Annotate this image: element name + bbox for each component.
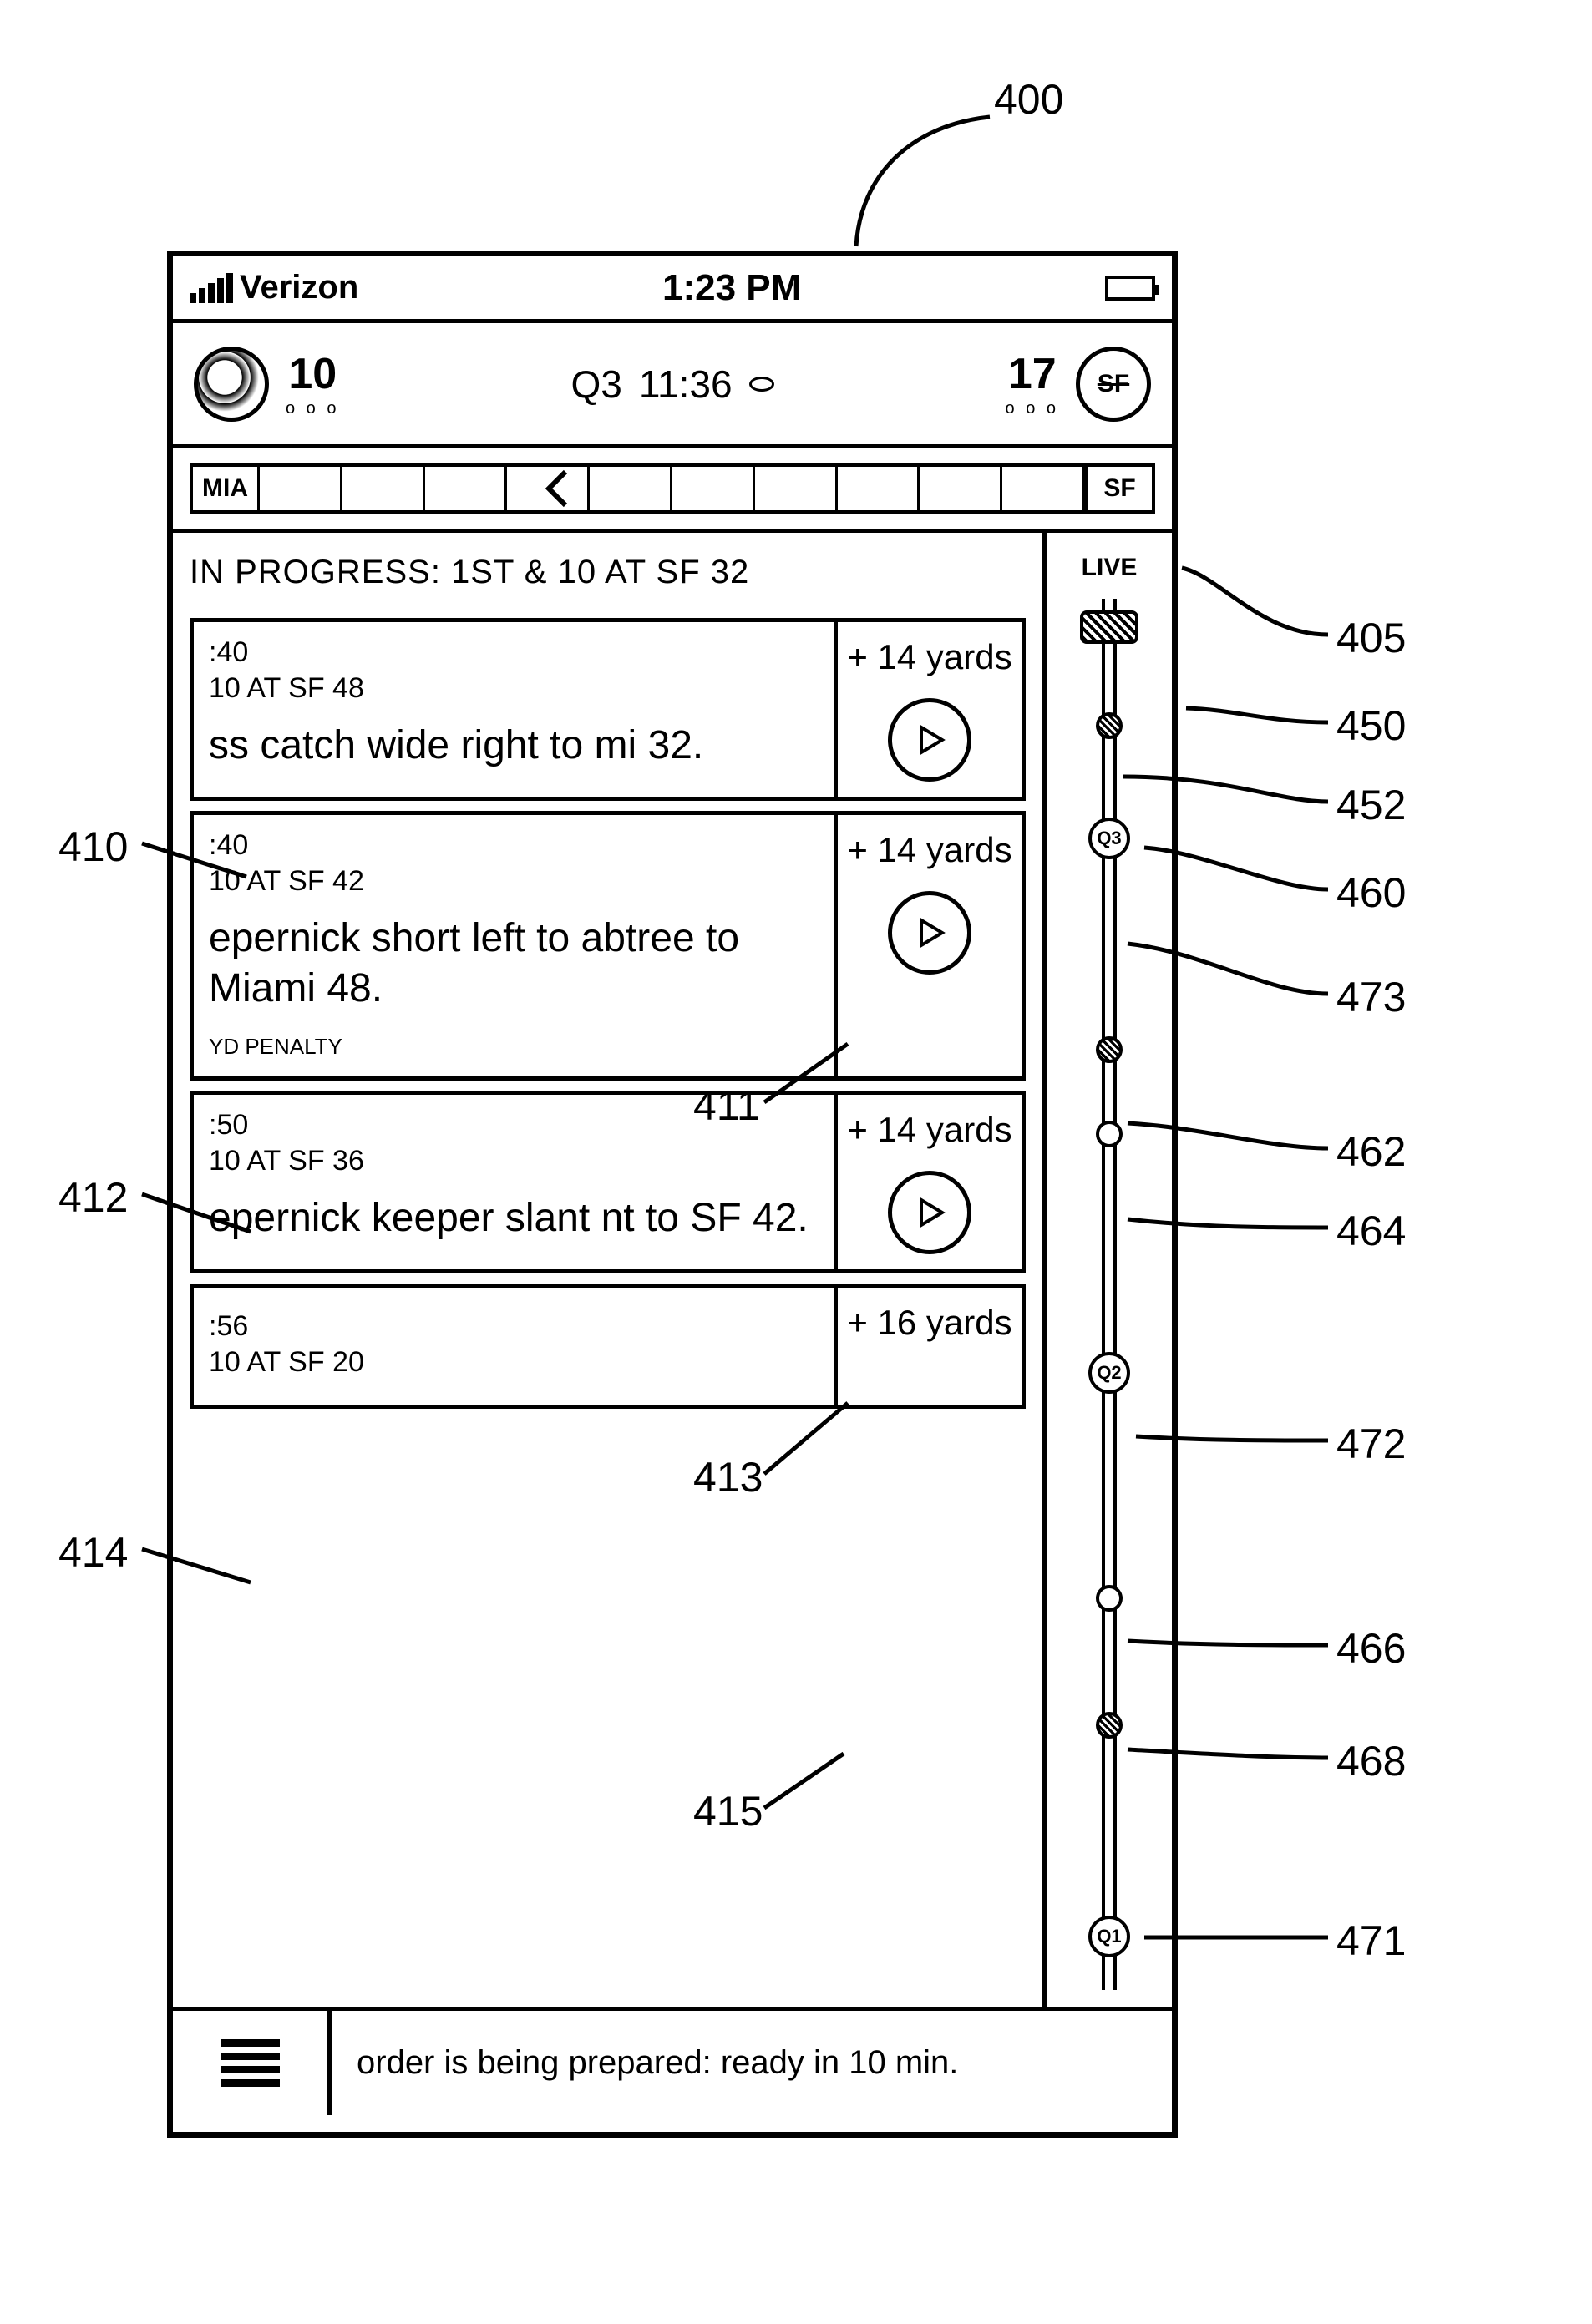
ref-462: 462: [1336, 1127, 1406, 1176]
team-logo-left: [194, 347, 269, 422]
menu-icon: [221, 2039, 280, 2087]
score-left: 10 o o o: [286, 349, 339, 418]
timeouts-right: o o o: [1006, 399, 1059, 418]
field-endzone-right: SF: [1085, 467, 1152, 510]
game-time: 11:36: [639, 362, 733, 407]
ref-452: 452: [1336, 781, 1406, 829]
play-gain: + 14 yards: [847, 637, 1011, 677]
ref-400: 400: [994, 75, 1063, 124]
play-card[interactable]: :40 10 AT SF 42 epernick short left to a…: [190, 811, 1026, 1081]
quarter-label: Q3: [570, 362, 621, 407]
play-card[interactable]: :40 10 AT SF 48 ss catch wide right to m…: [190, 618, 1026, 801]
play-meta: :40 10 AT SF 42: [209, 828, 819, 899]
play-icon: [913, 1196, 946, 1229]
timeline-quarter-marker[interactable]: Q2: [1088, 1352, 1130, 1394]
timeline-quarter-marker[interactable]: Q3: [1088, 818, 1130, 859]
play-video-button[interactable]: [888, 698, 971, 782]
clock-label: 1:23 PM: [358, 267, 1105, 309]
timeline-live-handle[interactable]: [1080, 610, 1138, 644]
timeline-track[interactable]: Q3 Q2 Q1: [1047, 599, 1172, 2007]
live-label: LIVE: [1082, 554, 1138, 582]
timeline-play-dot[interactable]: [1096, 712, 1123, 739]
play-card[interactable]: :56 10 AT SF 20 + 16 yards: [190, 1284, 1026, 1409]
play-meta: :56 10 AT SF 20: [209, 1309, 819, 1380]
phone-frame: Verizon 1:23 PM 10 o o o Q3 11:36 17 o o…: [167, 251, 1178, 2138]
field-position-bar: MIA SF: [173, 448, 1172, 533]
ref-410: 410: [58, 823, 128, 871]
timeline-rail: [1102, 599, 1117, 1990]
score-right: 17 o o o: [1006, 349, 1059, 418]
play-card[interactable]: :50 10 AT SF 36 epernick keeper slant nt…: [190, 1091, 1026, 1273]
carrier-label: Verizon: [240, 269, 358, 306]
ref-412: 412: [58, 1173, 128, 1222]
timeline-play-dot[interactable]: [1096, 1712, 1123, 1739]
ref-468: 468: [1336, 1737, 1406, 1785]
ref-414: 414: [58, 1528, 128, 1577]
ref-405: 405: [1336, 614, 1406, 662]
ref-411: 411: [693, 1081, 760, 1130]
field-yardlines[interactable]: [260, 467, 1085, 510]
timeline-quarter-marker[interactable]: Q1: [1088, 1916, 1130, 1957]
order-status-message: order is being prepared: ready in 10 min…: [332, 2011, 1172, 2115]
diagram-canvas: Verizon 1:23 PM 10 o o o Q3 11:36 17 o o…: [33, 33, 1592, 2291]
ref-415: 415: [693, 1787, 763, 1835]
score-right-value: 17: [1008, 349, 1057, 399]
timeline-play-dot[interactable]: [1096, 1121, 1123, 1147]
play-icon: [913, 916, 946, 949]
play-gain: + 14 yards: [847, 830, 1011, 870]
possession-icon: [749, 377, 774, 392]
plays-column[interactable]: IN PROGRESS: 1ST & 10 AT SF 32 :40 10 AT…: [173, 533, 1047, 2007]
timeline-column: LIVE Q3 Q2 Q1: [1047, 533, 1172, 2007]
play-gain: + 14 yards: [847, 1110, 1011, 1150]
ref-471: 471: [1336, 1916, 1406, 1965]
play-meta: :40 10 AT SF 48: [209, 635, 819, 706]
drive-status: IN PROGRESS: 1ST & 10 AT SF 32: [173, 533, 1042, 608]
battery-icon: [1105, 276, 1155, 301]
play-gain: + 16 yards: [847, 1303, 1011, 1343]
main-content: IN PROGRESS: 1ST & 10 AT SF 32 :40 10 AT…: [173, 533, 1172, 2011]
play-video-button[interactable]: [888, 891, 971, 975]
play-penalty: YD PENALTY: [209, 1034, 819, 1060]
team-logo-right: SF: [1076, 347, 1151, 422]
ref-464: 464: [1336, 1207, 1406, 1255]
ball-marker-icon: [540, 467, 574, 510]
menu-button[interactable]: [173, 2011, 332, 2115]
ref-460: 460: [1336, 868, 1406, 917]
play-icon: [913, 723, 946, 757]
play-video-button[interactable]: [888, 1171, 971, 1254]
timeline-play-dot[interactable]: [1096, 1585, 1123, 1612]
timeline-play-dot[interactable]: [1096, 1036, 1123, 1063]
footer-bar: order is being prepared: ready in 10 min…: [173, 2011, 1172, 2115]
timeouts-left: o o o: [286, 399, 339, 418]
score-left-value: 10: [288, 349, 337, 399]
status-bar: Verizon 1:23 PM: [173, 256, 1172, 323]
field-endzone-left: MIA: [193, 467, 260, 510]
ref-466: 466: [1336, 1624, 1406, 1673]
play-description: epernick keeper slant nt to SF 42.: [209, 1193, 819, 1243]
ref-472: 472: [1336, 1420, 1406, 1468]
signal-icon: [190, 273, 233, 303]
play-description: ss catch wide right to mi 32.: [209, 721, 819, 771]
score-row: 10 o o o Q3 11:36 17 o o o SF: [173, 323, 1172, 448]
ref-450: 450: [1336, 701, 1406, 750]
play-description: epernick short left to abtree to Miami 4…: [209, 914, 819, 1014]
game-clock: Q3 11:36: [356, 362, 988, 407]
ref-473: 473: [1336, 973, 1406, 1021]
ref-413: 413: [693, 1453, 763, 1501]
